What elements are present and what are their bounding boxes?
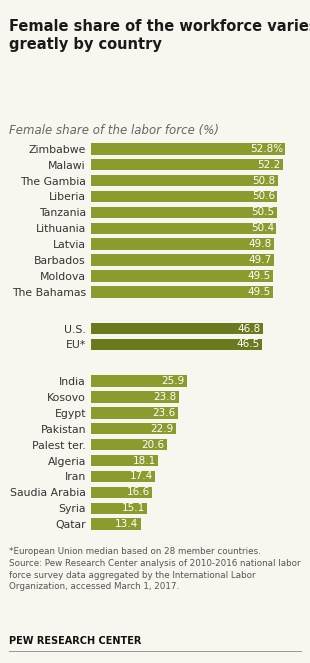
Text: 46.5: 46.5 (237, 339, 260, 349)
Bar (91, 239, 274, 250)
Text: 23.6: 23.6 (153, 408, 176, 418)
Text: 15.1: 15.1 (122, 503, 145, 513)
Bar (91, 191, 277, 202)
Text: 50.4: 50.4 (251, 223, 274, 233)
Text: 49.8: 49.8 (249, 239, 272, 249)
Bar (91, 223, 277, 234)
Text: 49.7: 49.7 (248, 255, 272, 265)
Text: 20.6: 20.6 (142, 440, 165, 450)
Bar (91, 143, 285, 154)
Bar (91, 503, 147, 514)
Text: 52.2: 52.2 (258, 160, 281, 170)
Text: Female share of the workforce varies
greatly by country: Female share of the workforce varies gre… (9, 19, 310, 52)
Text: 49.5: 49.5 (248, 287, 271, 297)
Bar (91, 375, 187, 387)
Bar (91, 255, 274, 266)
Bar (91, 175, 278, 186)
Bar (91, 286, 273, 298)
Bar (91, 423, 175, 434)
Bar (91, 439, 167, 450)
Text: 49.5: 49.5 (248, 271, 271, 281)
Text: 50.6: 50.6 (252, 192, 275, 202)
Text: PEW RESEARCH CENTER: PEW RESEARCH CENTER (9, 636, 142, 646)
Text: 52.8%: 52.8% (250, 144, 283, 154)
Bar (91, 391, 179, 402)
Text: 50.8: 50.8 (253, 176, 276, 186)
Bar (91, 471, 155, 482)
Bar (91, 487, 153, 498)
Bar (91, 323, 263, 334)
Text: Female share of the labor force (%): Female share of the labor force (%) (9, 124, 219, 137)
Bar (91, 407, 178, 418)
Text: 17.4: 17.4 (130, 471, 153, 481)
Bar (91, 207, 277, 218)
Text: 46.8: 46.8 (238, 324, 261, 333)
Text: 13.4: 13.4 (115, 519, 139, 529)
Bar (91, 159, 283, 170)
Bar (91, 455, 158, 466)
Text: 50.5: 50.5 (251, 208, 275, 217)
Bar (91, 271, 273, 282)
Text: 25.9: 25.9 (161, 376, 184, 386)
Text: 22.9: 22.9 (150, 424, 173, 434)
Text: *European Union median based on 28 member countries.
Source: Pew Research Center: *European Union median based on 28 membe… (9, 547, 301, 591)
Bar (91, 518, 141, 530)
Bar (91, 339, 262, 350)
Text: 23.8: 23.8 (153, 392, 177, 402)
Text: 16.6: 16.6 (127, 487, 150, 497)
Text: 18.1: 18.1 (132, 455, 156, 465)
